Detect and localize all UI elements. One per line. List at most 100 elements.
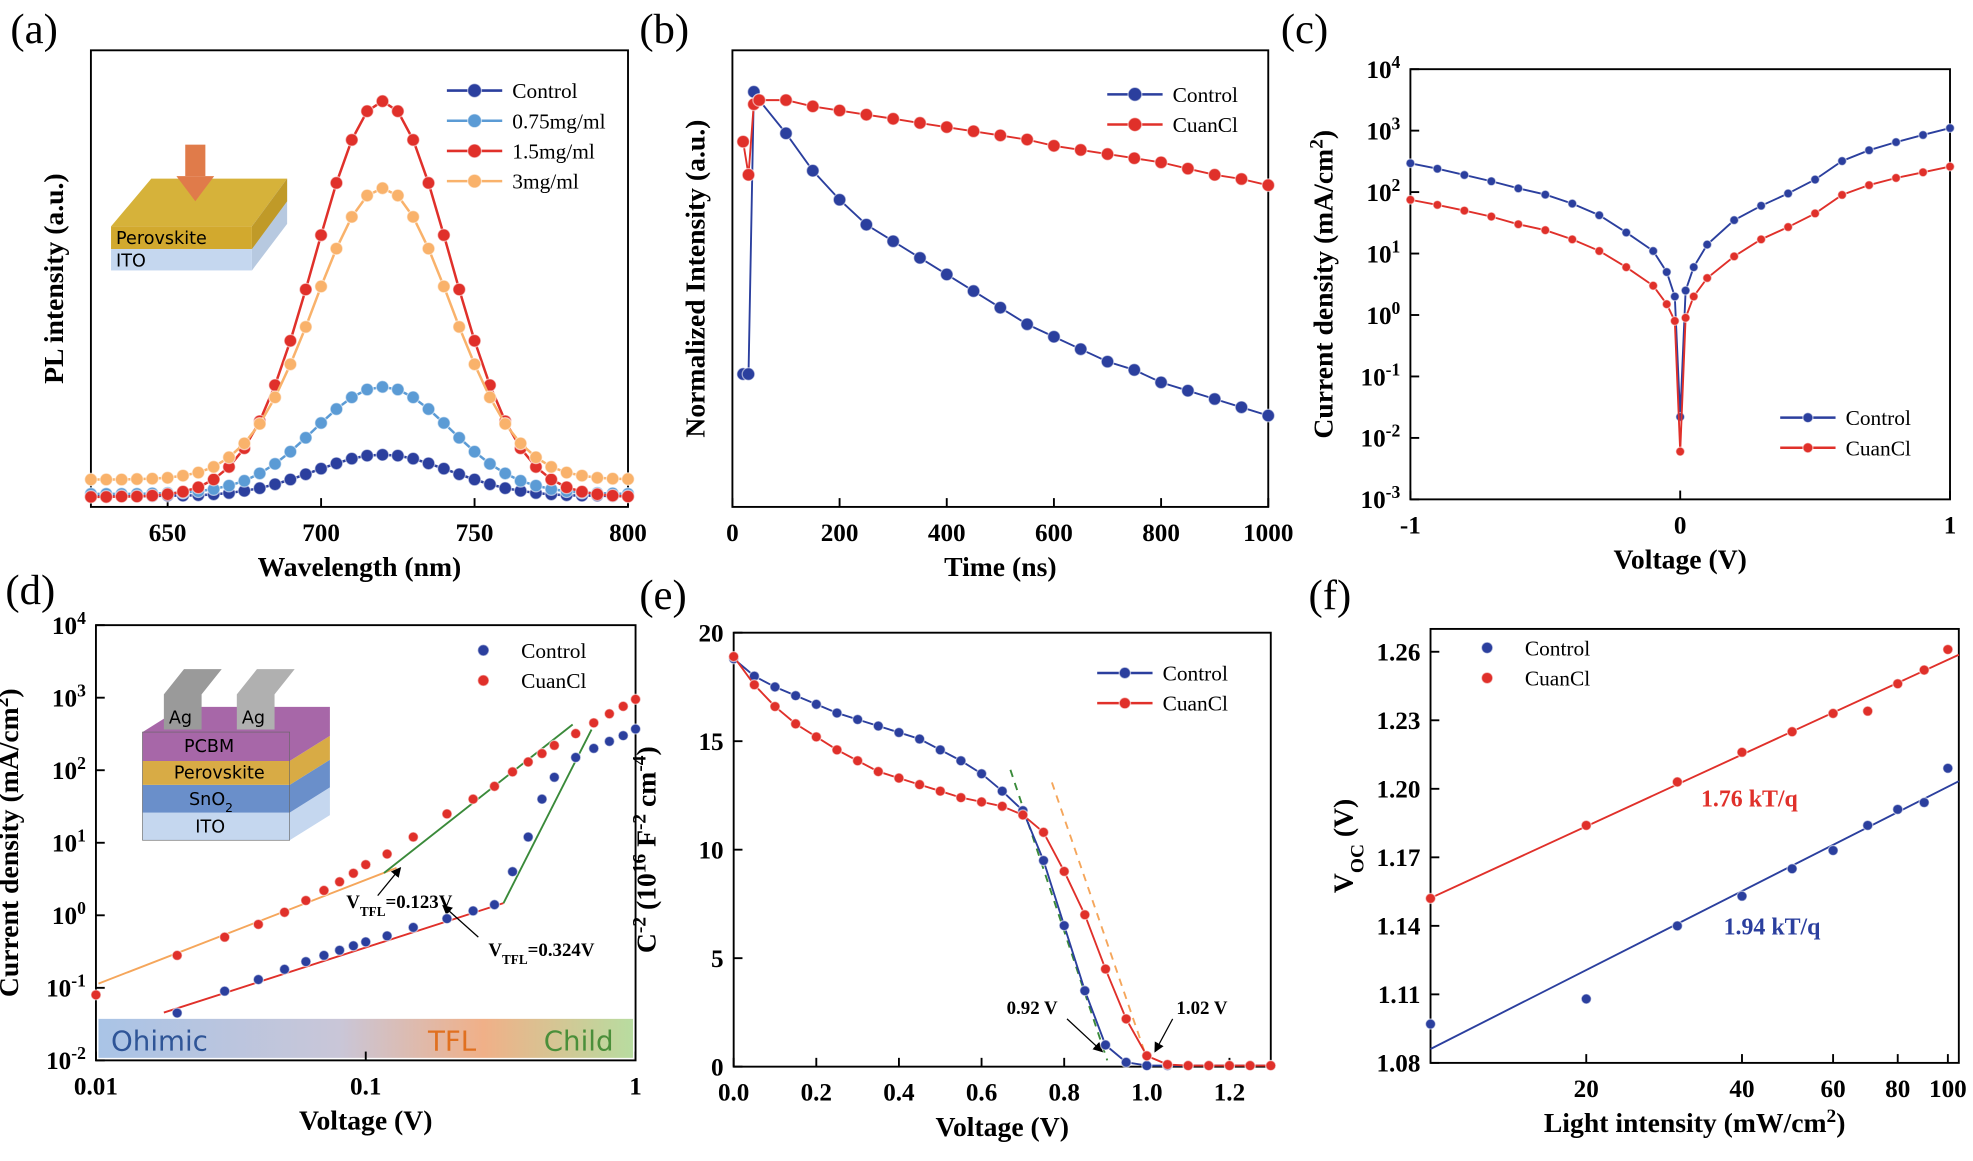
marker (482, 477, 497, 492)
marker (130, 472, 144, 487)
marker (1648, 245, 1659, 257)
marker (1020, 132, 1035, 147)
marker (559, 480, 574, 495)
marker (605, 471, 620, 486)
fit-line (1430, 780, 1960, 1050)
marker (548, 739, 560, 752)
marker (390, 382, 405, 397)
y-axis-label-part: ) (0, 688, 24, 697)
marker (347, 867, 360, 879)
marker (1203, 1059, 1215, 1072)
marker (406, 132, 421, 147)
marker (191, 465, 206, 480)
series-line (743, 88, 1269, 417)
legend-label: Control (521, 639, 586, 663)
marker (1918, 129, 1929, 141)
marker (1234, 400, 1249, 415)
marker (559, 465, 574, 480)
marker (913, 250, 927, 265)
annotation-part: V (346, 892, 360, 913)
marker (333, 876, 346, 888)
marker (360, 104, 375, 119)
inset-label-part: Perovskite (116, 229, 207, 249)
marker (300, 955, 312, 968)
marker (805, 99, 820, 114)
legend-label: CuanCl (521, 669, 586, 693)
marker (1207, 392, 1222, 406)
marker (298, 319, 313, 334)
marker (1786, 726, 1798, 738)
marker (467, 793, 479, 805)
marker (966, 124, 981, 139)
marker (1265, 1059, 1277, 1072)
marker (1892, 803, 1904, 816)
marker (222, 450, 236, 465)
marker (171, 1007, 183, 1019)
marker (590, 487, 605, 502)
marker (360, 936, 372, 948)
marker (1729, 251, 1740, 262)
marker (617, 700, 629, 712)
legend-marker (1480, 641, 1494, 655)
inset-label-part: PCBM (184, 737, 234, 757)
legend-marker (1127, 116, 1143, 133)
x-tick-label: 80 (1885, 1076, 1910, 1103)
marker (375, 379, 390, 394)
marker (498, 466, 513, 481)
marker (421, 176, 436, 190)
tick-power: 0 (1392, 298, 1401, 318)
marker (1580, 993, 1592, 1005)
marker (1141, 1059, 1153, 1072)
region-label: Child (544, 1024, 614, 1057)
y-axis-label-part: ) (1307, 130, 1338, 139)
marker (329, 456, 344, 471)
marker (522, 831, 534, 843)
marker (333, 944, 346, 956)
marker (603, 708, 616, 720)
marker (1756, 200, 1767, 211)
marker (145, 488, 160, 503)
y-tick-label: 100 (1366, 298, 1400, 330)
marker (1942, 643, 1954, 656)
marker (436, 279, 451, 294)
tick-base: 10 (46, 976, 71, 1003)
marker (831, 707, 843, 719)
x-tick-label: 600 (1035, 520, 1073, 547)
marker (1099, 1039, 1112, 1051)
marker (467, 472, 482, 487)
x-axis-label: Voltage (V) (299, 1105, 432, 1136)
marker (1079, 985, 1091, 997)
marker (1486, 211, 1497, 222)
y-tick-label: 15 (698, 729, 723, 756)
panel-label: (a) (10, 6, 57, 53)
marker (206, 459, 221, 474)
tick-base: 10 (1366, 118, 1391, 145)
inset-label: Ag (169, 708, 192, 728)
legend-label: CuanCl (1525, 667, 1590, 691)
y-axis-label-part: C (631, 933, 662, 953)
y-tick-label: 102 (1366, 175, 1400, 207)
y-tick-label: 1.20 (1376, 777, 1420, 804)
panel: (f) 20 40 60 80 100 1.08 1.11 1.14 1.17 1.20 1.23 1.… (1309, 572, 1967, 1138)
marker (268, 456, 282, 471)
y-axis-label: PL intensity (a.u.) (38, 173, 69, 384)
y-tick-label: 0 (711, 1054, 724, 1081)
marker (1827, 844, 1839, 857)
annotation: VTFL=0.123V (346, 892, 452, 918)
marker (1567, 234, 1578, 245)
y-axis-label-part: ) (631, 746, 662, 755)
legend-marker (467, 113, 483, 129)
legend-marker (1118, 696, 1132, 710)
marker (283, 333, 298, 348)
x-tick-label: 800 (1142, 520, 1180, 547)
marker (1891, 137, 1902, 148)
marker (1261, 178, 1276, 193)
x-axis-label-part: ) (1836, 1107, 1845, 1138)
marker (1020, 317, 1035, 332)
y-axis-label-part: (10 (631, 873, 662, 917)
tick-power: -3 (1386, 482, 1401, 502)
marker (996, 785, 1008, 797)
marker (298, 430, 313, 445)
y-axis-label-part: (V) (1328, 799, 1359, 844)
marker (859, 107, 874, 122)
